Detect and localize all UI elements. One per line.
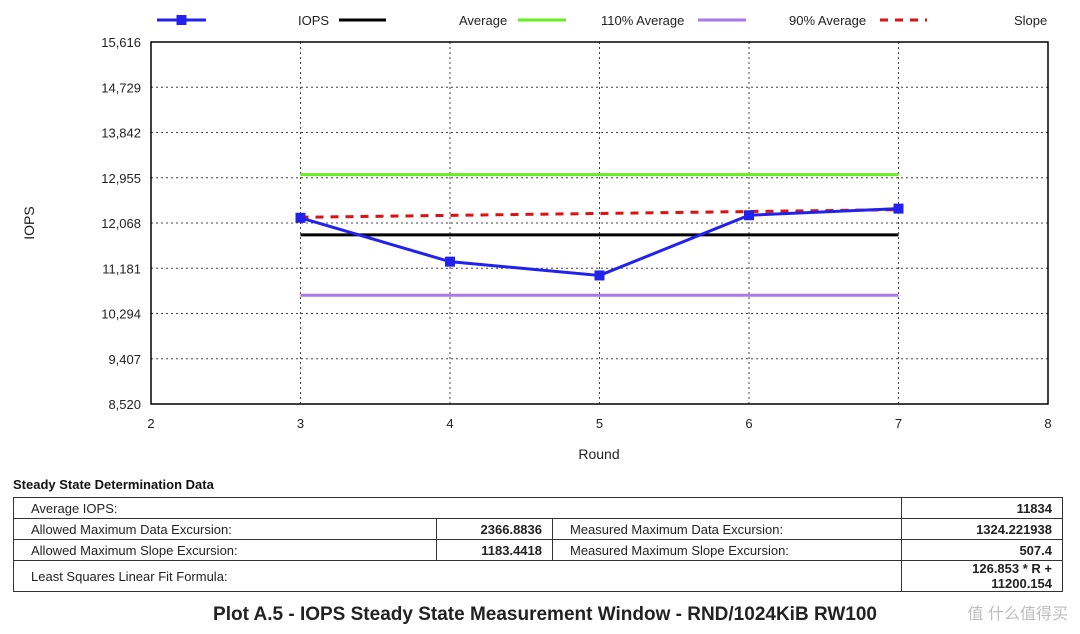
chart: IOPS Average 110% Average 90% Average Slope … — [21, 13, 1052, 462]
x-tick-label: 8 — [1044, 416, 1051, 431]
steady-state-table: Average IOPS: 11834 Allowed Maximum Data… — [13, 497, 1063, 592]
table-row: Allowed Maximum Slope Excursion: 1183.44… — [13, 539, 1063, 561]
y-tick-labels: 8,520 9,407 10,294 11,181 12,068 12,955 13,842… — [101, 35, 141, 412]
measured-slope-excursion-value: 507.4 — [901, 539, 1063, 561]
legend-label: IOPS — [298, 13, 329, 28]
x-tick-label: 5 — [596, 416, 603, 431]
allowed-slope-excursion-label: Allowed Maximum Slope Excursion: — [13, 539, 437, 561]
y-tick-label: 9,407 — [108, 352, 141, 367]
measured-data-excursion-label: Measured Maximum Data Excursion: — [552, 518, 902, 540]
fit-formula-label: Least Squares Linear Fit Formula: — [13, 560, 902, 592]
y-axis-label: IOPS — [21, 206, 37, 239]
fit-formula-value: 126.853 * R + 11200.154 — [901, 560, 1063, 592]
legend-marker — [176, 15, 187, 25]
legend: IOPS Average 110% Average 90% Average Slope — [157, 13, 1047, 28]
series-layer — [295, 173, 904, 297]
average-iops-value: 11834 — [901, 497, 1063, 519]
watermark: 值 什么值得买 — [967, 606, 1068, 623]
x-tick-label: 4 — [446, 416, 453, 431]
allowed-data-excursion-label: Allowed Maximum Data Excursion: — [13, 518, 437, 540]
x-tick-label: 7 — [895, 416, 902, 431]
measured-data-excursion-value: 1324.221938 — [901, 518, 1063, 540]
plot-caption: Plot A.5 - IOPS Steady State Measurement… — [213, 604, 877, 625]
y-tick-label: 10,294 — [101, 307, 141, 322]
y-tick-label: 8,520 — [108, 397, 141, 412]
x-tick-labels: 2 3 4 5 6 7 8 — [147, 416, 1051, 431]
y-tick-label: 15,616 — [101, 35, 141, 50]
y-tick-label: 12,068 — [101, 216, 141, 231]
table-row: Average IOPS: 11834 — [13, 497, 1063, 519]
x-axis-label: Round — [578, 446, 619, 462]
data-point-iops — [744, 210, 754, 221]
table-row: Allowed Maximum Data Excursion: 2366.883… — [13, 518, 1063, 540]
legend-label: 90% Average — [789, 13, 866, 28]
table-row: Least Squares Linear Fit Formula: 126.85… — [13, 560, 1063, 592]
steady-state-title: Steady State Determination Data — [13, 477, 214, 492]
x-tick-label: 3 — [297, 416, 304, 431]
legend-label: Slope — [1014, 13, 1047, 28]
series-line-slope — [300, 208, 899, 219]
x-tick-label: 6 — [745, 416, 752, 431]
allowed-slope-excursion-value: 1183.4418 — [436, 539, 553, 561]
data-point-iops — [594, 270, 605, 281]
data-point-iops — [893, 203, 904, 214]
legend-label: Average — [459, 13, 507, 28]
allowed-data-excursion-value: 2366.8836 — [436, 518, 553, 540]
average-iops-label: Average IOPS: — [13, 497, 902, 519]
y-tick-label: 12,955 — [101, 171, 141, 186]
y-tick-label: 11,181 — [102, 261, 141, 276]
data-point-iops — [445, 256, 455, 267]
measured-slope-excursion-label: Measured Maximum Slope Excursion: — [552, 539, 902, 561]
plot-frame — [150, 41, 1049, 405]
grid — [151, 42, 1048, 404]
y-tick-label: 14,729 — [101, 80, 141, 95]
data-point-iops — [295, 212, 306, 223]
y-tick-label: 13,842 — [101, 126, 141, 141]
x-tick-label: 2 — [147, 416, 154, 431]
legend-label: 110% Average — [601, 13, 684, 28]
